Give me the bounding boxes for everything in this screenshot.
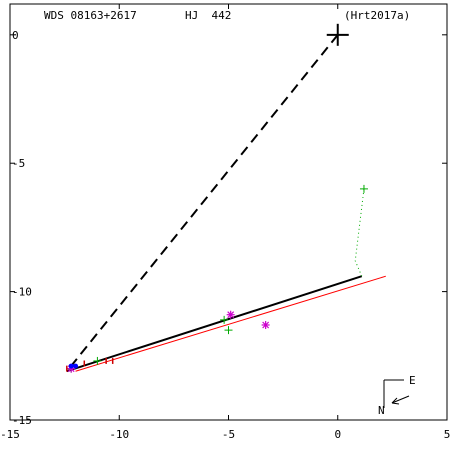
plus-point — [93, 356, 102, 365]
reference-line-segment — [75, 275, 386, 372]
compass-north-label: N — [378, 404, 385, 417]
compass-icon: E N — [378, 374, 416, 417]
plus-point — [220, 315, 229, 324]
compass-east-label: E — [409, 374, 416, 387]
observation-points — [66, 184, 368, 373]
y-tick-label: -10 — [12, 286, 32, 299]
x-tick-label: 0 — [334, 428, 341, 441]
x-tick-label: -10 — [109, 428, 129, 441]
dot-point — [68, 363, 74, 369]
orbit-arc-segment — [66, 275, 363, 373]
node-line-dashed — [68, 34, 339, 370]
motion-arrow-icon — [391, 395, 410, 405]
residual-link — [354, 188, 365, 277]
orbit-reference: (Hrt2017a) — [344, 9, 411, 22]
asterisk-point — [261, 320, 270, 329]
y-tick-label: -15 — [12, 414, 32, 427]
discoverer-designation: HJ 442 — [185, 9, 232, 22]
asterisk-point — [226, 310, 235, 319]
y-tick-label: 0 — [12, 29, 19, 42]
wds-id: WDS 08163+2617 — [44, 9, 137, 22]
dot-point — [73, 363, 79, 369]
y-axis-ticks: 0 -5 -10 -15 — [10, 29, 447, 427]
x-tick-label: 5 — [444, 428, 450, 441]
reference-line — [75, 275, 386, 372]
plus-point — [359, 184, 368, 193]
orbit-arc — [66, 275, 363, 373]
plus-point — [224, 326, 233, 335]
x-tick-label: -15 — [0, 428, 20, 441]
x-tick-label: -5 — [222, 428, 235, 441]
node-line-segment — [68, 34, 339, 370]
residual-link-segment — [354, 188, 365, 277]
y-tick-label: -5 — [12, 157, 25, 170]
x-axis-ticks: -15 -10 -5 0 5 — [0, 4, 450, 441]
primary-star-marker — [326, 23, 349, 46]
